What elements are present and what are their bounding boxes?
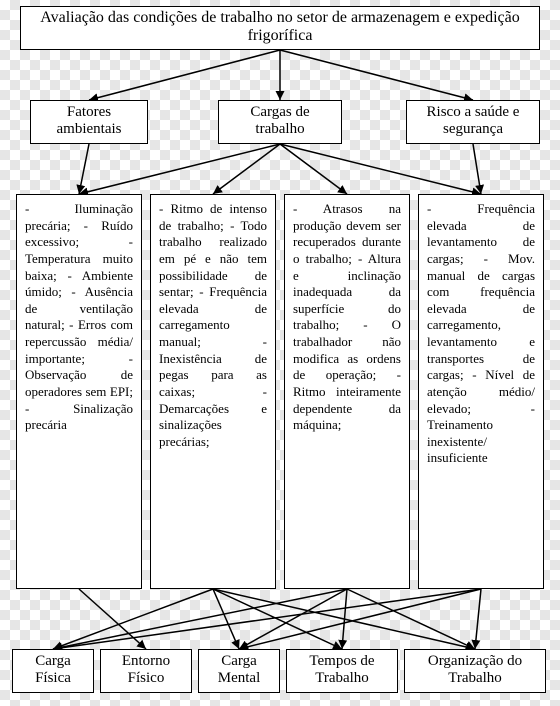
detail-text: - Frequência elevada de levantamento de … [427,201,535,465]
bottom-organizacao-trabalho: Organização do Trabalho [404,649,546,693]
bottom-entorno-fisico: Entorno Físico [100,649,192,693]
category-fatores-ambientais: Fatores ambientais [30,100,148,144]
bottom-label: Organização do Trabalho [428,653,522,686]
detail-text: - Iluminação precária; - Ruído excessivo… [25,201,133,432]
bottom-carga-mental: Carga Mental [198,649,280,693]
bottom-label: Carga Mental [218,653,261,686]
bottom-label: Tempos de Trabalho [309,653,374,686]
bottom-label: Carga Física [35,653,71,686]
detail-col-3: - Atrasos na produção devem ser recupera… [284,194,410,589]
category-risco-saude: Risco a saúde e segurança [406,100,540,144]
bottom-tempos-trabalho: Tempos de Trabalho [286,649,398,693]
title-box: Avaliação das condições de trabalho no s… [20,6,540,50]
detail-col-4: - Frequência elevada de levantamento de … [418,194,544,589]
category-cargas-trabalho: Cargas de trabalho [218,100,342,144]
detail-text: - Ritmo de intenso de trabalho; - Todo t… [159,201,267,449]
category-label: Risco a saúde e segurança [427,104,520,137]
detail-text: - Atrasos na produção devem ser recupera… [293,201,401,432]
title-text: Avaliação das condições de trabalho no s… [40,9,519,44]
detail-col-2: - Ritmo de intenso de trabalho; - Todo t… [150,194,276,589]
category-label: Fatores ambientais [57,104,122,137]
detail-col-1: - Iluminação precária; - Ruído excessivo… [16,194,142,589]
category-label: Cargas de trabalho [250,104,309,137]
bottom-carga-fisica: Carga Física [12,649,94,693]
bottom-label: Entorno Físico [122,653,170,686]
